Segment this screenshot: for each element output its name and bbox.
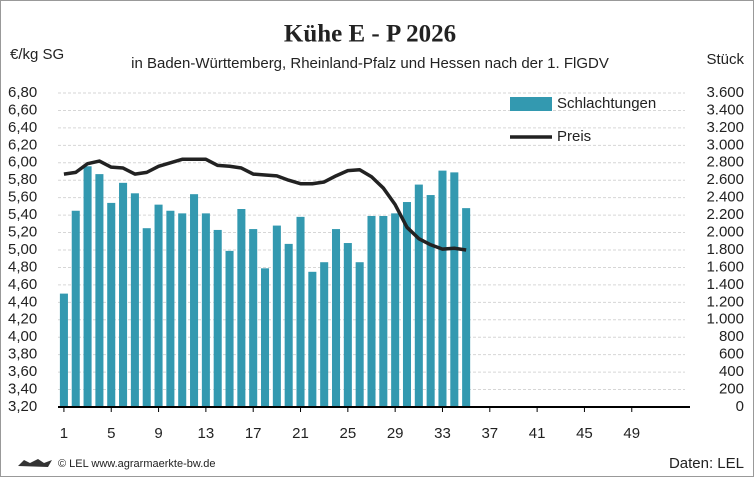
y-tick-label: 6,40 bbox=[8, 119, 37, 136]
y2-tick-label: 2.400 bbox=[706, 189, 744, 206]
x-tick-label: 45 bbox=[576, 425, 593, 442]
y-tick-label: 5,40 bbox=[8, 206, 37, 223]
y-tick-label: 6,00 bbox=[8, 154, 37, 171]
line bbox=[63, 157, 467, 252]
y-tick-label: 4,20 bbox=[8, 311, 37, 328]
y-tick-label: 4,00 bbox=[8, 328, 37, 345]
y2-tick-label: 2.600 bbox=[706, 171, 744, 188]
bar bbox=[462, 208, 471, 407]
bar bbox=[426, 195, 435, 407]
legend-label: Preis bbox=[557, 128, 591, 145]
y-tick-label: 6,80 bbox=[8, 84, 37, 101]
bar bbox=[107, 202, 116, 407]
x-tick-label: 5 bbox=[107, 425, 115, 442]
y-tick-label: 4,40 bbox=[8, 293, 37, 310]
legend-label: Schlachtungen bbox=[557, 95, 656, 112]
y2-tick-label: 200 bbox=[719, 381, 744, 398]
logo bbox=[18, 459, 52, 467]
y-tick-label: 3,60 bbox=[8, 363, 37, 380]
x-tick-label: 13 bbox=[198, 425, 215, 442]
bar bbox=[95, 174, 104, 407]
y2-tick-label: 1.000 bbox=[706, 311, 744, 328]
y2-tick-label: 2.800 bbox=[706, 154, 744, 171]
y2-tick-label: 600 bbox=[719, 346, 744, 363]
bar bbox=[414, 184, 423, 407]
y2-tick-label: 3.600 bbox=[706, 84, 744, 101]
y2-tick-label: 3.200 bbox=[706, 119, 744, 136]
bar bbox=[308, 271, 317, 407]
x-tick-label: 21 bbox=[292, 425, 309, 442]
bar bbox=[237, 209, 246, 407]
bar bbox=[284, 243, 293, 407]
y-tick-label: 3,40 bbox=[8, 381, 37, 398]
source-left: © LEL www.agrarmaerkte-bw.de bbox=[58, 458, 216, 470]
bar bbox=[166, 210, 175, 407]
bar bbox=[296, 216, 305, 407]
y2-tick-label: 0 bbox=[736, 398, 744, 415]
bar bbox=[402, 202, 412, 407]
x-tick-label: 33 bbox=[434, 425, 451, 442]
y2-tick-label: 1.600 bbox=[706, 258, 744, 275]
legend-swatch bbox=[510, 97, 552, 111]
bar bbox=[391, 213, 400, 407]
bar bbox=[71, 210, 80, 407]
bar bbox=[225, 250, 234, 407]
y2-tick-label: 2.200 bbox=[706, 206, 744, 223]
bar bbox=[119, 182, 128, 407]
y2-tick-label: 1.800 bbox=[706, 241, 744, 258]
bar bbox=[261, 268, 270, 407]
y-axis-label: €/kg SG bbox=[10, 46, 64, 63]
x-tick-label: 25 bbox=[339, 425, 356, 442]
y2-axis-label: Stück bbox=[706, 51, 744, 68]
x-tick-label: 37 bbox=[481, 425, 498, 442]
y-tick-label: 5,00 bbox=[8, 241, 37, 258]
y2-tick-label: 800 bbox=[719, 328, 744, 345]
bar bbox=[438, 170, 447, 407]
y-tick-label: 4,60 bbox=[8, 276, 37, 293]
bar bbox=[142, 228, 151, 407]
y-tick-label: 6,60 bbox=[8, 101, 37, 118]
y2-tick-label: 1.400 bbox=[706, 276, 744, 293]
y-tick-label: 5,60 bbox=[8, 189, 37, 206]
bar bbox=[190, 194, 199, 407]
x-tick-label: 41 bbox=[529, 425, 546, 442]
y2-tick-label: 3.000 bbox=[706, 136, 744, 153]
y-tick-label: 5,80 bbox=[8, 171, 37, 188]
y-tick-label: 4,80 bbox=[8, 258, 37, 275]
x-tick-label: 1 bbox=[60, 425, 68, 442]
x-tick-label: 49 bbox=[623, 425, 640, 442]
bar bbox=[367, 215, 376, 407]
bar bbox=[178, 213, 187, 407]
bar bbox=[201, 213, 210, 407]
chart-title: Kühe E - P 2026 bbox=[284, 21, 456, 48]
source-right: Daten: LEL bbox=[669, 455, 744, 472]
y2-tick-label: 3.400 bbox=[706, 101, 744, 118]
bar bbox=[450, 172, 459, 407]
bar bbox=[343, 243, 352, 407]
bar bbox=[355, 262, 364, 407]
y-tick-label: 3,80 bbox=[8, 346, 37, 363]
bar bbox=[59, 293, 68, 407]
y-tick-label: 3,20 bbox=[8, 398, 37, 415]
chart-subtitle: in Baden-Württemberg, Rheinland-Pfalz un… bbox=[131, 55, 609, 72]
bar bbox=[272, 225, 281, 407]
y2-tick-label: 1.200 bbox=[706, 293, 744, 310]
bar bbox=[249, 229, 258, 407]
x-tick-label: 29 bbox=[387, 425, 404, 442]
bar bbox=[154, 204, 163, 407]
bar bbox=[320, 262, 329, 407]
x-tick-label: 17 bbox=[245, 425, 262, 442]
bar bbox=[331, 229, 341, 407]
bar bbox=[213, 229, 222, 407]
bar bbox=[379, 215, 388, 407]
bar bbox=[83, 166, 92, 407]
y-tick-label: 6,20 bbox=[8, 136, 37, 153]
y2-tick-label: 400 bbox=[719, 363, 744, 380]
bar bbox=[130, 193, 139, 407]
y2-tick-label: 2.000 bbox=[706, 224, 744, 241]
y-tick-label: 5,20 bbox=[8, 224, 37, 241]
x-tick-label: 9 bbox=[154, 425, 162, 442]
